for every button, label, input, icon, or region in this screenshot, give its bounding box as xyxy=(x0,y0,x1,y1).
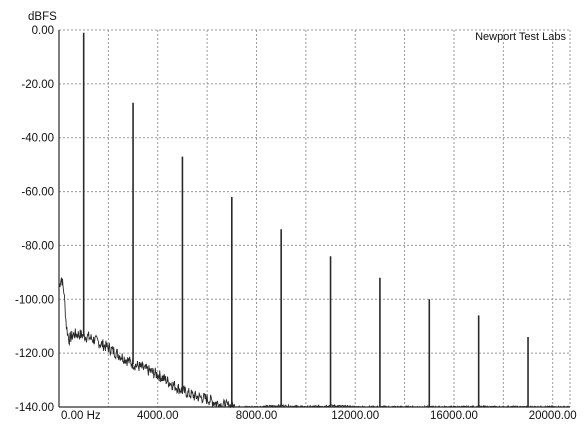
y-axis-label: dBFS xyxy=(28,11,57,23)
x-tick-label: 8000.00 xyxy=(236,410,278,422)
grid xyxy=(59,29,571,407)
watermark-label: Newport Test Labs xyxy=(475,31,566,43)
x-tick-label: 12000.00 xyxy=(331,410,379,422)
y-tick-label: -140.00 xyxy=(15,402,54,414)
x-tick-label: 4000.00 xyxy=(137,410,179,422)
y-tick-label: -60.00 xyxy=(21,187,54,199)
y-tick-label: -80.00 xyxy=(21,240,54,252)
x-tick-label: 16000.00 xyxy=(430,410,478,422)
y-tick-label: 0.00 xyxy=(32,25,54,37)
y-tick-label: -100.00 xyxy=(15,294,54,306)
labels: dBFS Newport Test Labs 0.00 -20.00 -40.00 -… xyxy=(15,11,577,422)
y-tick-label: -20.00 xyxy=(21,79,54,91)
plot-area xyxy=(58,32,571,409)
noise-floor-trace xyxy=(58,277,571,409)
y-tick-label: -40.00 xyxy=(21,133,54,145)
y-tick-label: -120.00 xyxy=(15,348,54,360)
x-tick-label: 0.00 Hz xyxy=(61,410,101,422)
x-tick-label: 20000.00 xyxy=(529,410,577,422)
